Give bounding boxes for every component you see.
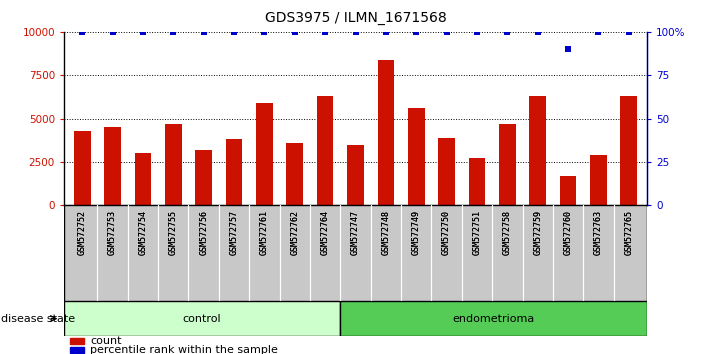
Text: count: count <box>90 336 122 346</box>
Bar <box>530 96 546 205</box>
Text: GDS3975 / ILMN_1671568: GDS3975 / ILMN_1671568 <box>264 11 447 25</box>
Bar <box>256 103 273 205</box>
Point <box>137 29 149 35</box>
Bar <box>499 124 515 205</box>
Text: GSM572758: GSM572758 <box>503 210 512 255</box>
Point <box>259 29 270 35</box>
Point <box>198 29 209 35</box>
Text: GSM572759: GSM572759 <box>533 210 542 255</box>
Bar <box>70 338 85 344</box>
Text: GSM572754: GSM572754 <box>139 210 147 255</box>
Bar <box>64 301 340 336</box>
Text: percentile rank within the sample: percentile rank within the sample <box>90 345 278 354</box>
Bar <box>560 176 577 205</box>
Point <box>380 29 392 35</box>
Text: endometrioma: endometrioma <box>452 314 535 324</box>
Text: GSM572764: GSM572764 <box>321 210 330 255</box>
Point <box>289 29 301 35</box>
Bar <box>134 153 151 205</box>
Bar <box>74 131 90 205</box>
Text: GSM572752: GSM572752 <box>77 210 87 255</box>
Text: GSM572755: GSM572755 <box>169 210 178 255</box>
Text: GSM572760: GSM572760 <box>564 210 572 255</box>
Text: GSM572764: GSM572764 <box>321 210 330 255</box>
Text: GSM572753: GSM572753 <box>108 210 117 255</box>
Text: GSM572753: GSM572753 <box>108 210 117 255</box>
Text: GSM572758: GSM572758 <box>503 210 512 255</box>
Point <box>532 29 543 35</box>
Bar <box>196 150 212 205</box>
Text: GSM572749: GSM572749 <box>412 210 421 255</box>
Text: GSM572750: GSM572750 <box>442 210 451 255</box>
Text: GSM572747: GSM572747 <box>351 210 360 255</box>
Text: GSM572763: GSM572763 <box>594 210 603 255</box>
Point <box>410 29 422 35</box>
Text: GSM572757: GSM572757 <box>230 210 238 255</box>
Point <box>350 29 361 35</box>
Bar <box>438 138 455 205</box>
Point <box>623 29 634 35</box>
Text: GSM572762: GSM572762 <box>290 210 299 255</box>
Text: GSM572755: GSM572755 <box>169 210 178 255</box>
Point <box>168 29 179 35</box>
Bar <box>347 144 364 205</box>
Text: GSM572765: GSM572765 <box>624 210 634 255</box>
Bar <box>165 124 181 205</box>
Bar <box>317 96 333 205</box>
Text: GSM572750: GSM572750 <box>442 210 451 255</box>
Text: GSM572763: GSM572763 <box>594 210 603 255</box>
Text: GSM572748: GSM572748 <box>381 210 390 255</box>
Point <box>77 29 88 35</box>
Bar <box>469 159 486 205</box>
Text: GSM572761: GSM572761 <box>260 210 269 255</box>
Text: GSM572759: GSM572759 <box>533 210 542 255</box>
Text: GSM572752: GSM572752 <box>77 210 87 255</box>
Bar <box>378 59 394 205</box>
Text: GSM572761: GSM572761 <box>260 210 269 255</box>
Bar <box>287 143 303 205</box>
Text: GSM572762: GSM572762 <box>290 210 299 255</box>
Point <box>107 29 118 35</box>
Bar <box>408 108 424 205</box>
Bar <box>70 347 85 353</box>
Bar <box>621 96 637 205</box>
Bar <box>340 301 647 336</box>
Point <box>228 29 240 35</box>
Text: GSM572747: GSM572747 <box>351 210 360 255</box>
Text: GSM572756: GSM572756 <box>199 210 208 255</box>
Text: GSM572751: GSM572751 <box>473 210 481 255</box>
Text: control: control <box>183 314 221 324</box>
Text: disease state: disease state <box>1 314 75 324</box>
Point <box>593 29 604 35</box>
Text: GSM572756: GSM572756 <box>199 210 208 255</box>
Point <box>319 29 331 35</box>
Point <box>471 29 483 35</box>
Text: GSM572754: GSM572754 <box>139 210 147 255</box>
Text: GSM572760: GSM572760 <box>564 210 572 255</box>
Bar <box>590 155 606 205</box>
Bar <box>105 127 121 205</box>
Point <box>562 46 574 52</box>
Point <box>441 29 452 35</box>
Text: GSM572749: GSM572749 <box>412 210 421 255</box>
Text: GSM572757: GSM572757 <box>230 210 238 255</box>
Text: GSM572751: GSM572751 <box>473 210 481 255</box>
Text: GSM572748: GSM572748 <box>381 210 390 255</box>
Point <box>502 29 513 35</box>
Bar <box>225 139 242 205</box>
Text: GSM572765: GSM572765 <box>624 210 634 255</box>
